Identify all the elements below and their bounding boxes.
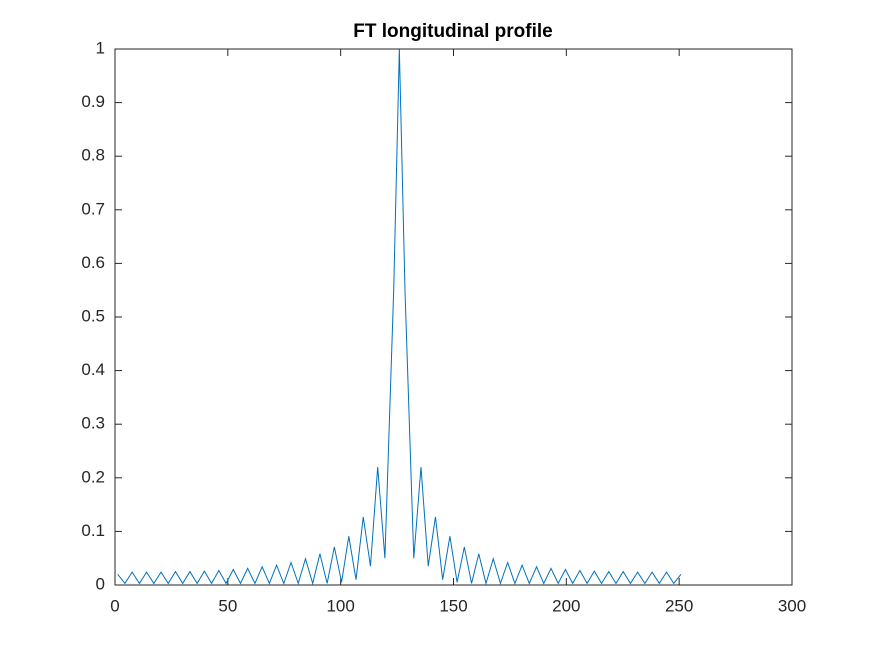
x-tick-label: 100 [326,596,354,615]
y-tick-label: 0.8 [81,146,105,165]
y-tick-label: 0 [96,574,105,593]
y-tick-label: 0.4 [81,360,105,379]
y-tick-label: 0.9 [81,92,105,111]
x-tick-label: 300 [778,596,806,615]
y-tick-label: 0.1 [81,521,105,540]
x-tick-label: 0 [110,596,119,615]
y-tick-label: 1 [96,38,105,57]
y-tick-label: 0.3 [81,414,105,433]
chart-title: FT longitudinal profile [353,21,552,42]
x-tick-label: 200 [552,596,580,615]
y-tick-label: 0.7 [81,199,105,218]
x-tick-label: 50 [218,596,237,615]
y-tick-label: 0.5 [81,306,105,325]
x-tick-label: 150 [439,596,467,615]
axes-box [114,48,793,586]
y-tick-label: 0.6 [81,253,105,272]
x-tick-label: 250 [665,596,693,615]
y-tick-label: 0.2 [81,467,105,486]
